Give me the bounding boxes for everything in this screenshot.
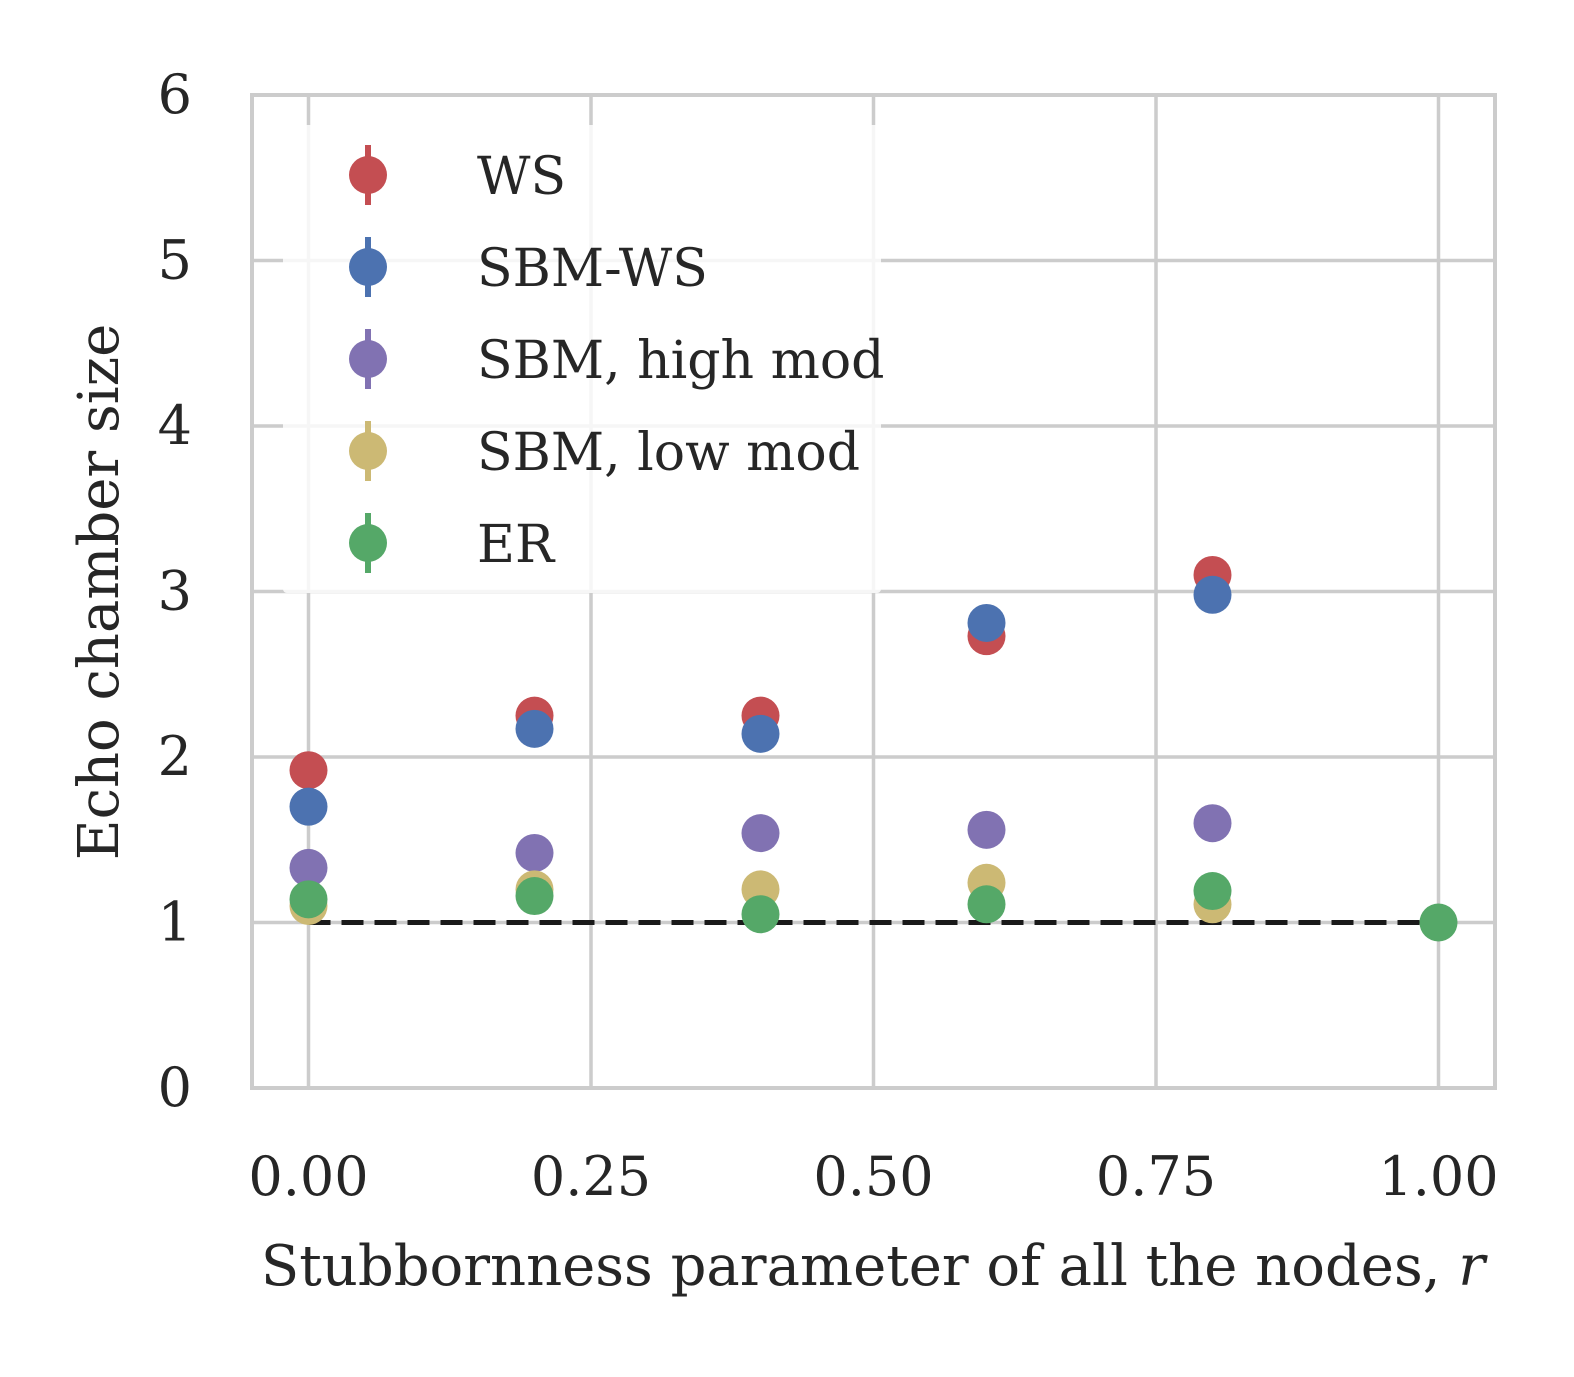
x-tick-label: 1.00: [1378, 1145, 1498, 1208]
y-tick-label: 4: [158, 394, 192, 457]
data-points: [289, 555, 1458, 942]
data-point-sbm-ws: [1193, 575, 1232, 614]
legend-marker-sbm-low-mod: [349, 432, 387, 470]
legend-marker-ws: [349, 156, 387, 194]
data-point-sbm-high-mod: [515, 833, 554, 872]
x-axis-label-variable: r: [1458, 1234, 1488, 1299]
legend-label-er: ER: [477, 515, 556, 575]
y-tick-label: 3: [158, 560, 192, 623]
x-tick-label: 0.25: [531, 1145, 651, 1208]
x-tick-label: 0.00: [248, 1145, 368, 1208]
data-point-sbm-ws: [289, 787, 328, 826]
legend-marker-sbm-ws: [349, 248, 387, 286]
data-point-er: [515, 877, 554, 916]
legend-label-sbm-low-mod: SBM, low mod: [477, 423, 860, 483]
x-tick-label: 0.75: [1096, 1145, 1216, 1208]
data-point-ws: [289, 751, 328, 790]
data-point-sbm-high-mod: [289, 848, 328, 887]
legend-label-sbm-high-mod: SBM, high mod: [477, 331, 884, 391]
legend: WS SBM-WS SBM, high mod SBM, low mod ER: [283, 125, 884, 593]
legend-label-ws: WS: [477, 147, 566, 207]
y-tick-label: 6: [158, 63, 192, 126]
data-point-sbm-high-mod: [741, 814, 780, 853]
data-point-er: [967, 885, 1006, 924]
legend-label-sbm-ws: SBM-WS: [477, 239, 708, 299]
y-tick-label: 1: [158, 891, 192, 954]
data-point-sbm-high-mod: [967, 810, 1006, 849]
data-point-er: [289, 880, 328, 919]
data-point-er: [741, 895, 780, 934]
legend-box: [283, 125, 881, 593]
legend-marker-er: [349, 524, 387, 562]
data-point-er: [1193, 872, 1232, 911]
x-axis-label: Stubbornness parameter of all the nodes,…: [261, 1234, 1488, 1299]
plot-frame: [250, 93, 1497, 1090]
y-tick-label: 2: [158, 725, 192, 788]
tick-labels: 0.00 0.25 0.50 0.75 1.00 0 1 2 3 4 5 6: [158, 63, 1499, 1208]
data-point-sbm-high-mod: [1193, 804, 1232, 843]
data-point-sbm-ws: [741, 714, 780, 753]
x-axis-label-text: Stubbornness parameter of all the nodes,: [261, 1234, 1458, 1299]
y-tick-label: 5: [158, 229, 192, 292]
data-point-sbm-ws: [515, 709, 554, 748]
y-axis-label: Echo chamber size: [67, 324, 132, 861]
legend-marker-sbm-high-mod: [349, 340, 387, 378]
data-point-er: [1419, 903, 1458, 942]
y-tick-label: 0: [158, 1056, 192, 1119]
data-point-sbm-ws: [967, 603, 1006, 642]
x-tick-label: 0.50: [813, 1145, 933, 1208]
